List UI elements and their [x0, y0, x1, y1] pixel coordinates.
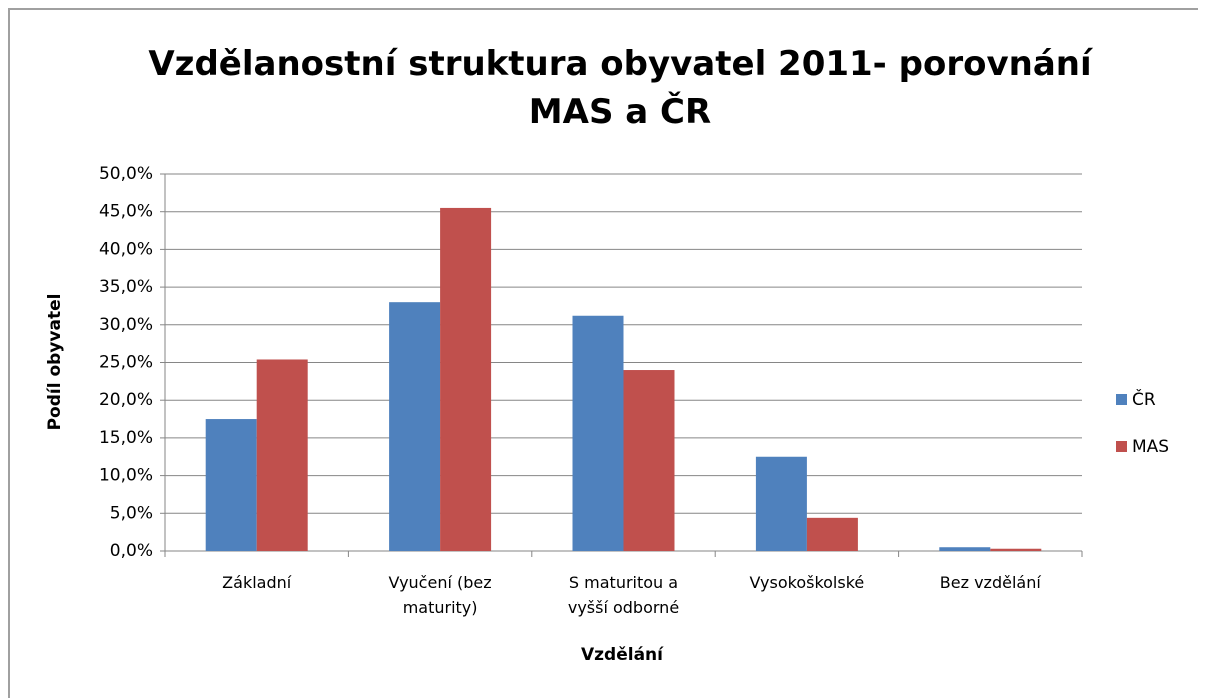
x-tick-label: S maturitou a vyšší odborné	[567, 573, 680, 617]
x-tick-label: Základní	[222, 573, 292, 592]
y-tick-label: 25,0%	[99, 353, 153, 373]
y-tick-label: 15,0%	[99, 428, 153, 448]
x-tick-label: Bez vzdělání	[939, 573, 1041, 592]
bar	[440, 207, 492, 551]
y-tick-label: 50,0%	[99, 164, 153, 184]
x-tick-label: Vysokoškolské	[749, 573, 865, 592]
y-tick-label: 5,0%	[110, 503, 153, 523]
bar	[990, 548, 1042, 551]
bar	[806, 517, 858, 551]
y-tick-label: 30,0%	[99, 315, 153, 335]
y-axis-title: Podíl obyvatel	[45, 294, 65, 431]
bar	[755, 456, 807, 551]
y-tick-label: 35,0%	[99, 277, 153, 297]
chart-title: Vzdělanostní struktura obyvatel 2011- po…	[148, 44, 1092, 132]
y-tick-label: 40,0%	[99, 239, 153, 259]
x-tick-label: Vyučení (bez maturity)	[388, 573, 492, 617]
bar	[572, 315, 624, 551]
legend-label: MAS	[1132, 437, 1169, 457]
legend-swatch	[1116, 394, 1127, 405]
y-tick-label: 45,0%	[99, 202, 153, 222]
bar	[256, 359, 308, 551]
bar	[205, 419, 257, 551]
bar	[939, 547, 991, 551]
legend-label: ČR	[1132, 388, 1156, 410]
legend-swatch	[1116, 441, 1127, 452]
y-tick-label: 20,0%	[99, 390, 153, 410]
bar	[623, 370, 675, 551]
chart-frame	[8, 8, 1198, 698]
x-axis-title: Vzdělání	[581, 645, 664, 665]
y-tick-label: 10,0%	[99, 466, 153, 486]
y-tick-label: 0,0%	[110, 541, 153, 561]
bar	[389, 302, 441, 551]
